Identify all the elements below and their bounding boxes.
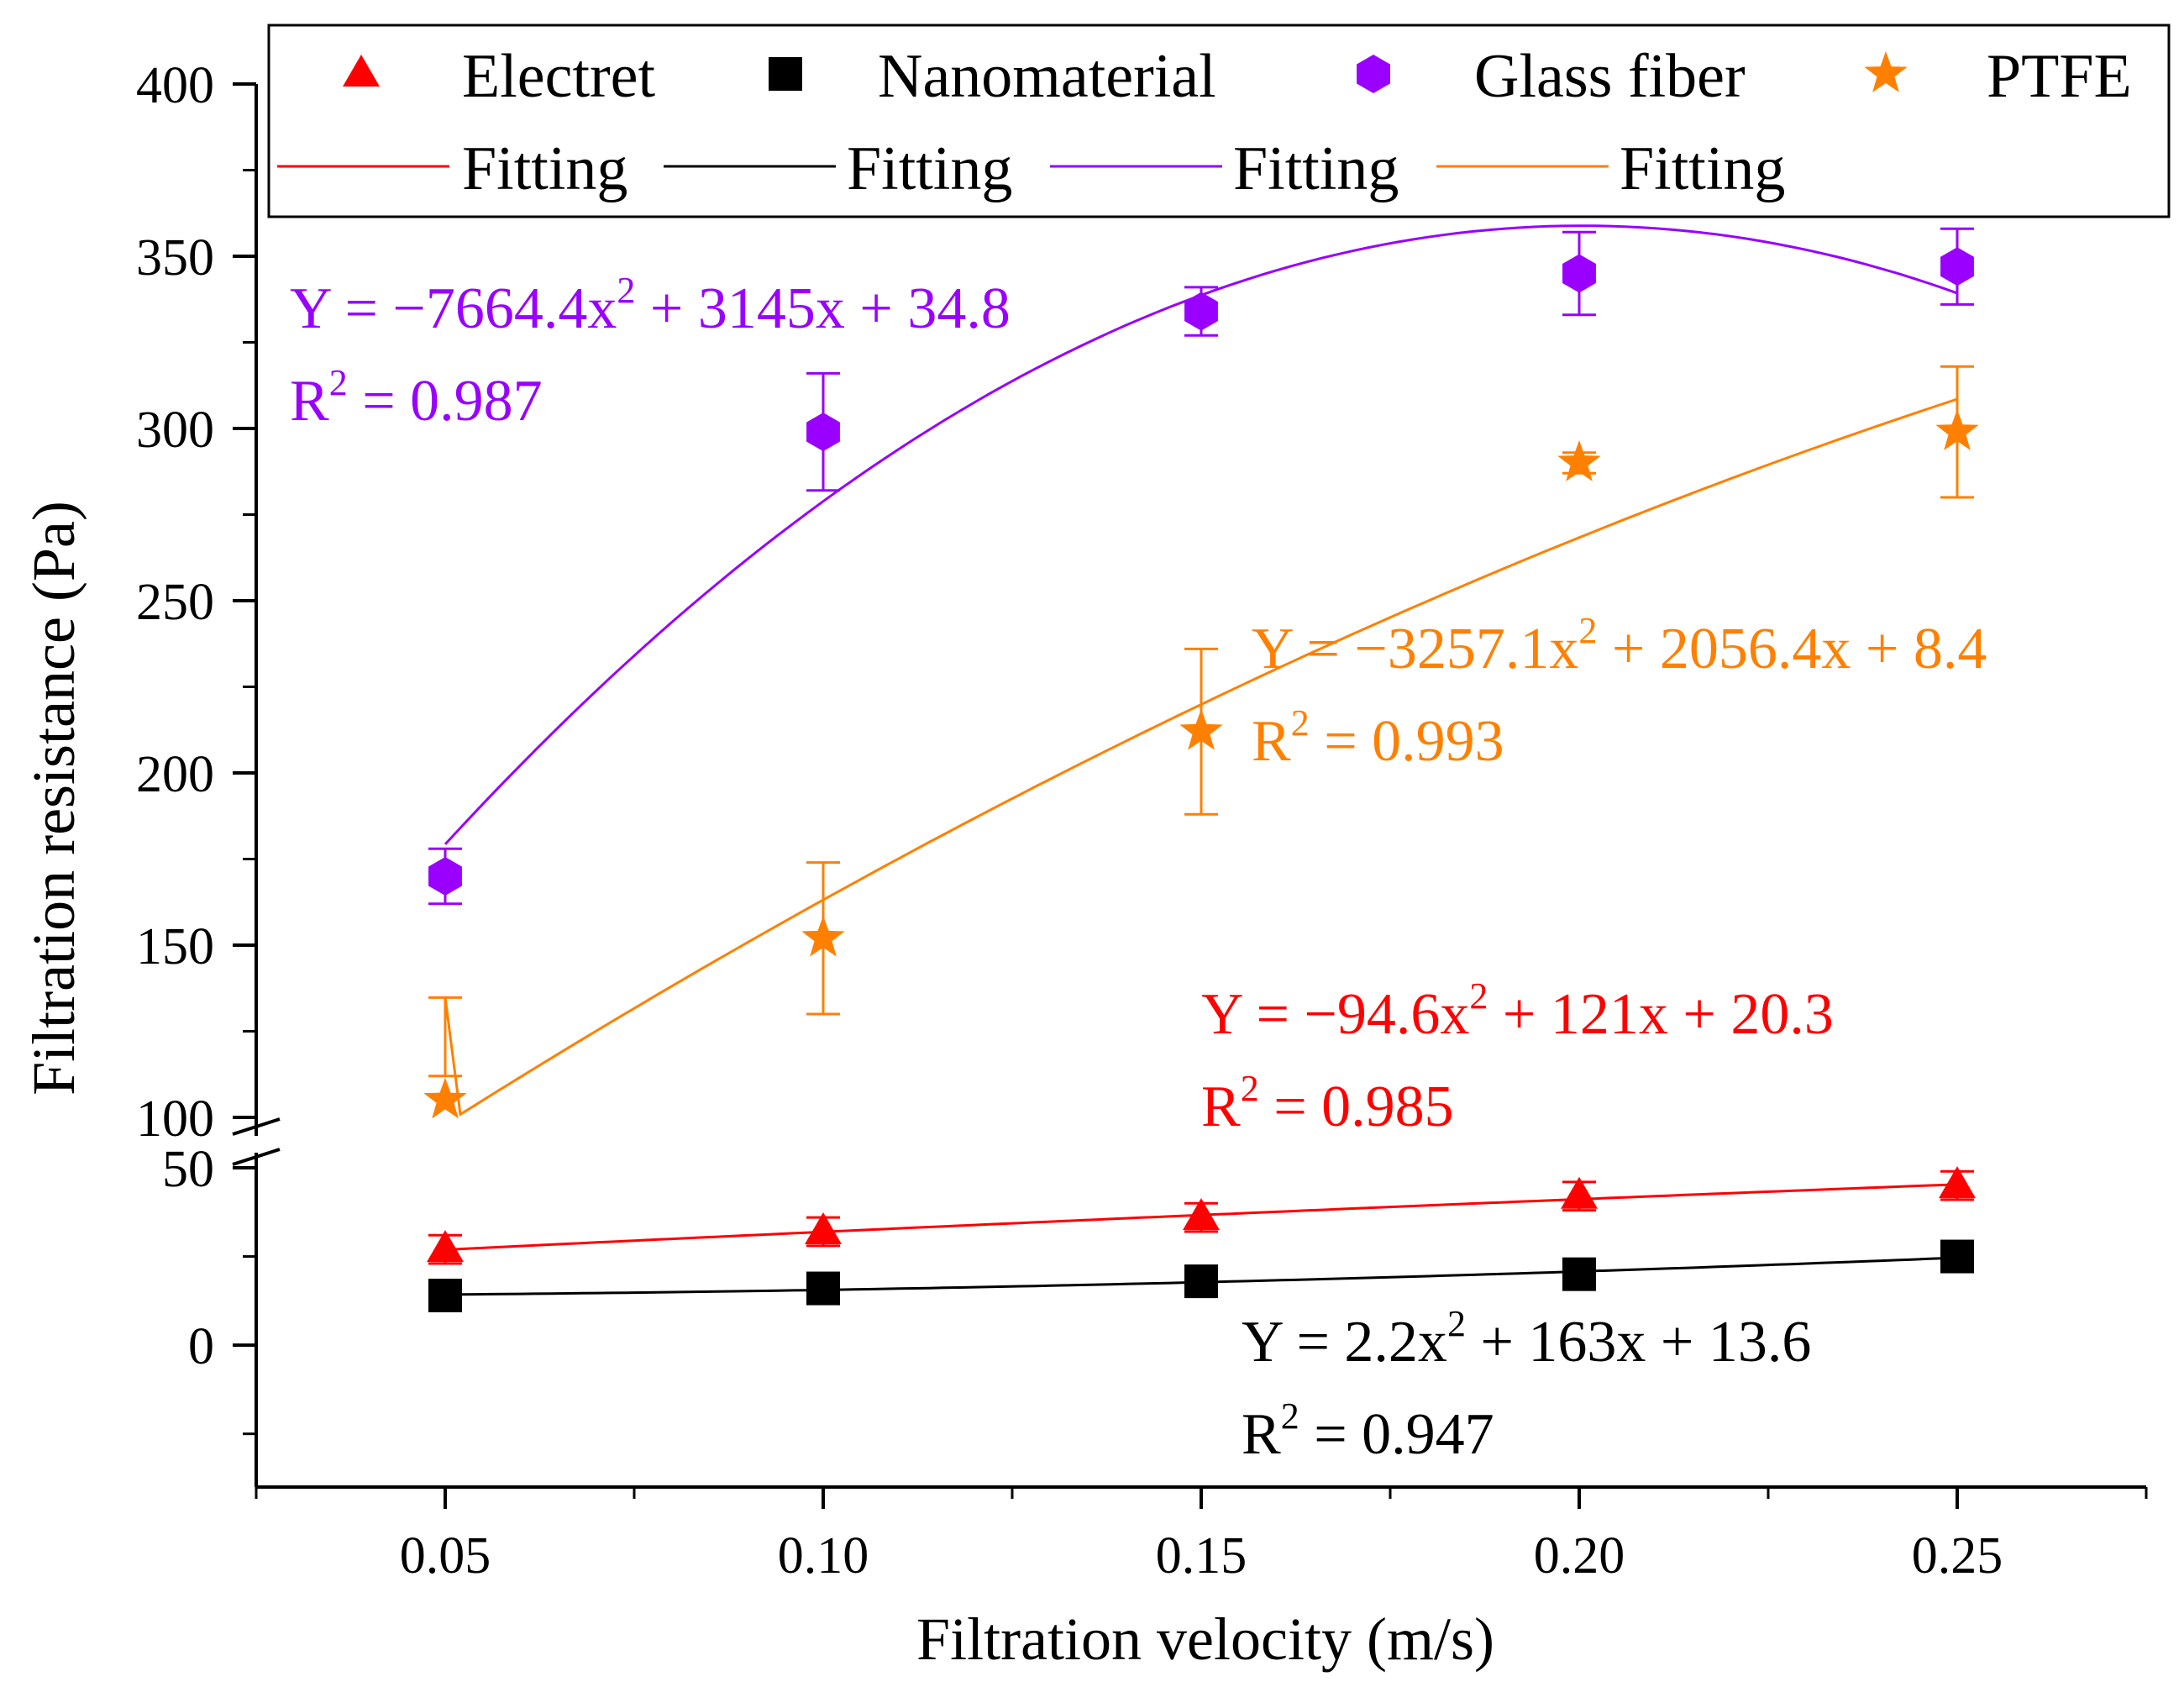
data-point-ptfe (1557, 440, 1601, 481)
y-tick-label: 400 (136, 57, 214, 114)
r-squared-text: R2 = 0.993 (1252, 702, 1504, 774)
data-point-glass-fiber (1940, 247, 1974, 286)
data-point-electret (1561, 1176, 1598, 1209)
data-point-nanomaterial (1562, 1257, 1596, 1291)
data-point-glass-fiber (1562, 254, 1596, 293)
legend-fit-label: Fitting (1233, 134, 1399, 203)
data-point-nanomaterial (1940, 1239, 1974, 1274)
data-point-ptfe (1179, 708, 1223, 750)
data-point-ptfe (423, 1077, 467, 1119)
y-tick-label: 50 (162, 1141, 214, 1198)
legend-marker (1357, 55, 1390, 93)
data-point-nanomaterial (806, 1271, 840, 1306)
data-point-ptfe (801, 915, 845, 957)
equations: Y = −94.6x2 + 121x + 20.3 R2 = 0.985 Y = 2… (290, 270, 1987, 1467)
x-tick-label: 0.10 (778, 1527, 869, 1585)
legend-label: Nanomaterial (878, 42, 1216, 111)
legend-marker (769, 57, 802, 91)
legend-fit-label: Fitting (1620, 134, 1785, 203)
x-tick-label: 0.20 (1534, 1527, 1625, 1585)
axis-break-mark (232, 1148, 281, 1166)
y-axis-title: Filtration resistance (Pa) (20, 501, 87, 1096)
data-point-glass-fiber (428, 857, 462, 896)
x-tick-label: 0.15 (1156, 1527, 1247, 1585)
legend-label: PTFE (1987, 42, 2132, 111)
legend-marker (343, 55, 380, 87)
data-point-electret (427, 1230, 464, 1263)
x-axis-title: Filtration velocity (m/s) (916, 1606, 1494, 1673)
y-tick-label: 350 (136, 229, 214, 286)
data-point-nanomaterial (1184, 1264, 1218, 1299)
r-squared-text: R2 = 0.987 (290, 362, 543, 434)
equation-text: Y = −94.6x2 + 121x + 20.3 (1201, 975, 1834, 1047)
legend: ElectretFittingNanomaterialFittingGlass … (277, 42, 2132, 203)
equation-text: Y = −3257.1x2 + 2056.4x + 8.4 (1252, 610, 1987, 681)
y-tick-label: 300 (136, 402, 214, 459)
legend-label: Glass fiber (1474, 42, 1746, 111)
y-tick-label: 250 (136, 574, 214, 631)
legend-label: Electret (462, 42, 655, 111)
data-markers (423, 247, 1979, 1312)
data-point-electret (805, 1212, 842, 1244)
y-tick-label: 0 (188, 1318, 214, 1375)
equation-text: Y = 2.2x2 + 163x + 13.6 (1242, 1303, 1811, 1374)
data-point-electret (1183, 1198, 1220, 1231)
legend-fit-label: Fitting (847, 134, 1012, 203)
x-tick-label: 0.25 (1912, 1527, 2003, 1585)
legend-fit-label: Fitting (462, 134, 627, 203)
axes: 0.05 0.10 0.15 0.20 0.25 100 150 200 250 300 350 40… (136, 57, 2148, 1585)
error-bars (428, 227, 1974, 1308)
r-squared-text: R2 = 0.985 (1201, 1068, 1454, 1139)
data-point-glass-fiber (1184, 292, 1218, 331)
y-tick-label: 200 (136, 746, 214, 803)
data-point-nanomaterial (428, 1279, 462, 1312)
y-tick-label: 150 (136, 918, 214, 975)
x-tick-label: 0.05 (400, 1527, 491, 1585)
r-squared-text: R2 = 0.947 (1242, 1395, 1494, 1467)
data-point-glass-fiber (806, 413, 840, 452)
data-point-electret (1939, 1166, 1976, 1199)
legend-box (267, 24, 2171, 218)
axis-break-mark (232, 1117, 281, 1136)
data-point-ptfe (1935, 409, 1979, 450)
equation-text: Y = −7664.4x2 + 3145x + 34.8 (290, 270, 1011, 341)
y-tick-label: 100 (136, 1091, 214, 1148)
legend-marker (1864, 51, 1908, 92)
